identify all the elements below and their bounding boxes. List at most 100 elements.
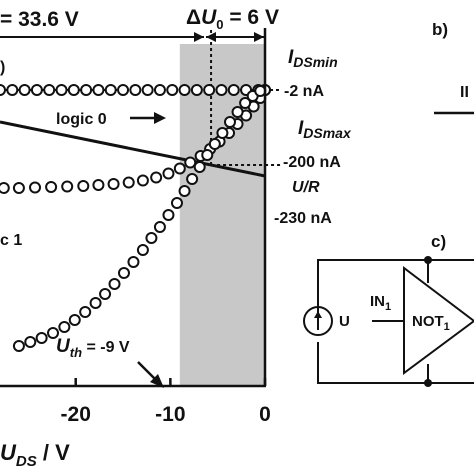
bottom-wire bbox=[317, 342, 474, 384]
data-point bbox=[227, 84, 240, 96]
top-voltage-arrowhead bbox=[194, 32, 204, 42]
data-point bbox=[178, 84, 191, 96]
data-point bbox=[166, 84, 179, 96]
logic0-arrowhead bbox=[154, 112, 166, 124]
data-point bbox=[108, 278, 121, 290]
top-voltage-label: = 33.6 V bbox=[0, 8, 79, 31]
data-point bbox=[117, 267, 130, 279]
data-point bbox=[92, 84, 105, 96]
u-over-r-label: U/R bbox=[292, 179, 320, 196]
junction-bottom bbox=[424, 379, 432, 387]
load-line bbox=[0, 120, 266, 178]
uth-arrowhead bbox=[150, 374, 164, 388]
gate-label: NOT1 bbox=[412, 313, 450, 333]
uth-arrow-line bbox=[137, 361, 157, 381]
data-point bbox=[92, 179, 105, 191]
data-point bbox=[104, 84, 117, 96]
data-point bbox=[47, 327, 59, 339]
data-point bbox=[29, 181, 42, 194]
ids-min-label: IDSmin bbox=[288, 47, 338, 70]
data-point bbox=[43, 84, 56, 96]
data-point bbox=[231, 106, 244, 118]
input-label: IN1 bbox=[370, 293, 391, 313]
delta-u0-left-arrowhead bbox=[206, 32, 216, 42]
data-point bbox=[0, 182, 10, 194]
series-layer bbox=[0, 84, 271, 352]
data-point bbox=[61, 180, 74, 193]
source-label: U bbox=[339, 313, 350, 330]
junction-top bbox=[424, 256, 432, 264]
data-point bbox=[18, 84, 31, 96]
data-point bbox=[203, 84, 216, 96]
panel-b-label: b) bbox=[432, 20, 448, 39]
x-tick-label: -20 bbox=[61, 403, 91, 426]
series-1 bbox=[0, 84, 271, 96]
data-point bbox=[170, 197, 183, 209]
data-point bbox=[58, 321, 71, 333]
voltage-source-symbol bbox=[303, 306, 333, 336]
data-point bbox=[30, 84, 43, 96]
data-point bbox=[216, 127, 229, 139]
not-gate-symbol bbox=[403, 265, 474, 375]
data-point bbox=[193, 161, 206, 173]
data-point bbox=[68, 314, 81, 326]
data-point bbox=[190, 84, 203, 96]
ids-min-value: -2 nA bbox=[284, 83, 324, 100]
data-point bbox=[136, 244, 149, 256]
data-point bbox=[45, 181, 58, 193]
data-point bbox=[127, 256, 140, 268]
ids-max-label: IDSmax bbox=[298, 118, 352, 141]
data-point bbox=[80, 84, 93, 96]
data-point bbox=[24, 336, 37, 348]
data-point bbox=[239, 97, 252, 109]
data-point bbox=[215, 84, 228, 96]
data-point bbox=[153, 221, 166, 233]
data-point bbox=[201, 149, 214, 161]
x-tick-label: -10 bbox=[155, 403, 185, 426]
data-point bbox=[35, 332, 48, 344]
data-point bbox=[12, 340, 25, 352]
delta-u0-label: ΔU0 = 6 V bbox=[186, 6, 279, 32]
data-point bbox=[122, 176, 135, 189]
data-point bbox=[6, 84, 19, 96]
panel-b-text: II bbox=[460, 84, 469, 101]
source-arrowhead bbox=[314, 311, 322, 318]
data-point bbox=[173, 162, 186, 175]
data-point bbox=[99, 288, 112, 300]
logic0-label: logic 0 bbox=[56, 111, 107, 128]
data-point bbox=[186, 173, 199, 185]
x-axis-label: UDS / V bbox=[0, 440, 70, 470]
ids-max-value: -200 nA bbox=[283, 154, 341, 171]
delta-u0-right-arrowhead bbox=[254, 32, 264, 42]
data-point bbox=[77, 180, 90, 192]
data-point bbox=[136, 174, 149, 187]
data-point bbox=[0, 84, 6, 96]
data-point bbox=[162, 167, 175, 180]
top-wire bbox=[317, 259, 474, 322]
data-point bbox=[153, 84, 166, 96]
uth-label: Uth = -9 V bbox=[56, 336, 130, 360]
data-point bbox=[79, 306, 92, 318]
data-point bbox=[67, 84, 80, 96]
data-point bbox=[184, 156, 197, 169]
data-point bbox=[208, 138, 221, 150]
u-over-r-value: -230 nA bbox=[274, 210, 332, 227]
data-point bbox=[141, 84, 154, 96]
data-point bbox=[162, 209, 175, 221]
data-point bbox=[145, 232, 158, 244]
x-tick-label: 0 bbox=[259, 403, 271, 426]
data-point bbox=[150, 171, 163, 184]
data-point bbox=[117, 84, 130, 96]
data-point bbox=[89, 297, 102, 309]
panel-c-label: c) bbox=[431, 232, 446, 251]
x-ticks: -20 -10 0 bbox=[61, 378, 271, 426]
data-point bbox=[107, 178, 120, 190]
paren-partial: ) bbox=[0, 59, 5, 76]
data-point bbox=[129, 84, 142, 96]
data-point bbox=[55, 84, 68, 96]
data-point bbox=[12, 182, 25, 194]
data-point bbox=[178, 185, 191, 197]
logic1-label: c 1 bbox=[0, 232, 22, 249]
